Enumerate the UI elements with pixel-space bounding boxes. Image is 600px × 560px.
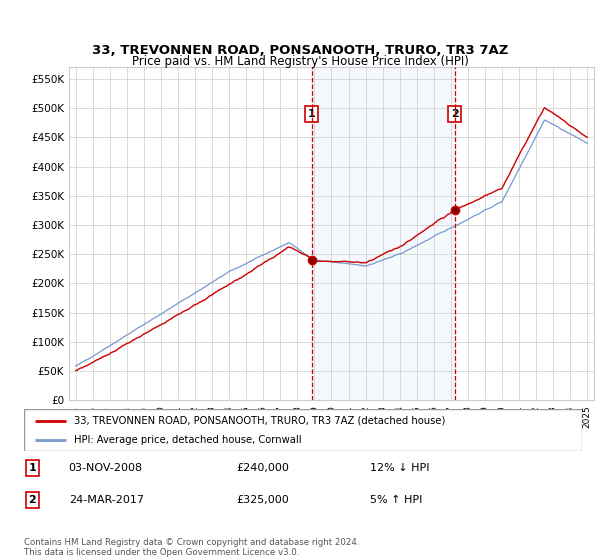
Text: 1: 1: [308, 109, 316, 119]
Text: 33, TREVONNEN ROAD, PONSANOOTH, TRURO, TR3 7AZ: 33, TREVONNEN ROAD, PONSANOOTH, TRURO, T…: [92, 44, 508, 57]
Text: 5% ↑ HPI: 5% ↑ HPI: [370, 495, 422, 505]
Bar: [312, 67, 455, 400]
Text: £240,000: £240,000: [236, 463, 289, 473]
Text: 1: 1: [28, 463, 36, 473]
Text: HPI: Average price, detached house, Cornwall: HPI: Average price, detached house, Corn…: [74, 435, 302, 445]
Text: Price paid vs. HM Land Registry's House Price Index (HPI): Price paid vs. HM Land Registry's House …: [131, 55, 469, 68]
Text: £325,000: £325,000: [236, 495, 289, 505]
Text: 03-NOV-2008: 03-NOV-2008: [68, 463, 143, 473]
FancyBboxPatch shape: [24, 409, 582, 451]
Text: 2: 2: [28, 495, 36, 505]
Text: 24-MAR-2017: 24-MAR-2017: [68, 495, 143, 505]
Text: 2: 2: [451, 109, 458, 119]
Text: 33, TREVONNEN ROAD, PONSANOOTH, TRURO, TR3 7AZ (detached house): 33, TREVONNEN ROAD, PONSANOOTH, TRURO, T…: [74, 416, 446, 426]
Text: 12% ↓ HPI: 12% ↓ HPI: [370, 463, 430, 473]
Text: Contains HM Land Registry data © Crown copyright and database right 2024.
This d: Contains HM Land Registry data © Crown c…: [24, 538, 359, 557]
